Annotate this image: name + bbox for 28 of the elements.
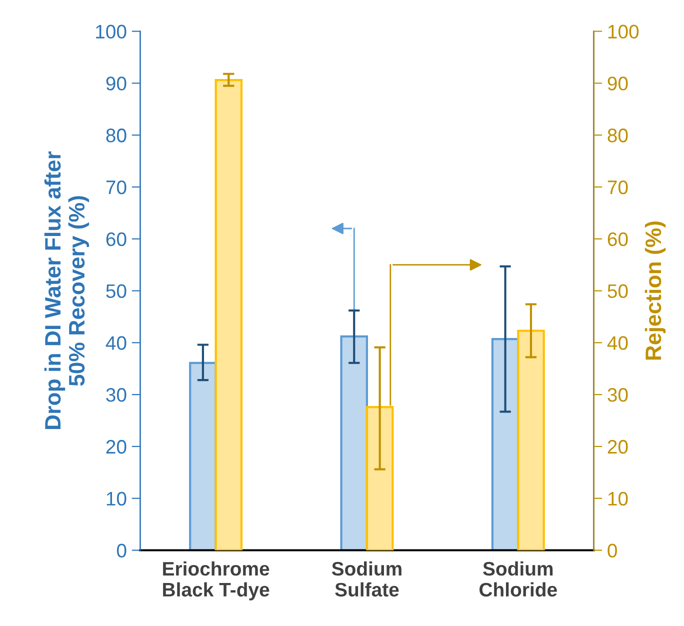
y2-tick-label: 40 [607,336,628,350]
y2-tick-label: 100 [608,24,639,39]
y2-tick-label: 90 [608,76,628,90]
y-axis-title: Drop in DI Water Flux after 50% Recovery (%) [44,151,90,430]
y-tick-label: 60 [106,232,126,246]
x-tick-label: Sodium Chloride [480,561,557,597]
y2-tick-label: 30 [608,388,628,402]
y2-tick-label: 80 [608,128,628,142]
y-tick-label: 30 [106,388,126,402]
y2-tick-label: 20 [608,440,628,454]
x-tick-label: Sodium Sulfate [332,561,402,597]
y-tick-label: 90 [106,76,126,90]
y-tick-label: 10 [106,492,126,506]
y-tick-label: 40 [106,336,126,350]
y-tick-label: 80 [106,128,126,142]
y2-tick-label: 10 [608,492,628,506]
y-tick-label: 70 [106,180,126,194]
y2-tick-label: 50 [608,284,628,298]
y-tick-label: 0 [116,544,126,558]
x-tick-label: Eriochrome Black T-dye [163,561,270,600]
y-tick-label: 20 [106,440,126,454]
y2-axis-title: Rejection (%) [644,222,666,360]
y-tick-label: 100 [96,24,126,39]
y2-tick-label: 70 [608,180,628,194]
y2-tick-label: 0 [608,544,617,558]
y-tick-label: 50 [106,284,126,298]
bar [214,79,243,550]
y2-tick-label: 60 [608,232,628,246]
